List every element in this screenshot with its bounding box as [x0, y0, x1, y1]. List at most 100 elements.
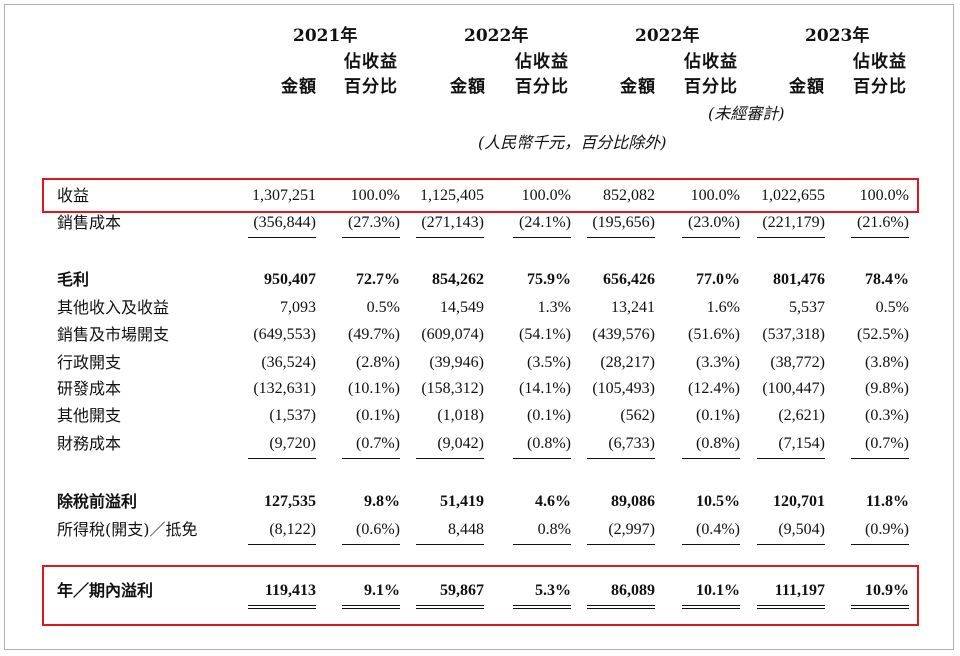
table-cell: 9.8% — [364, 493, 400, 510]
table-cell: 1.3% — [537, 299, 571, 316]
row-label: 年／期內溢利 — [57, 581, 154, 600]
row-label: 銷售成本 — [57, 213, 122, 232]
total-double-rule — [682, 605, 740, 609]
table-cell: (36,524) — [261, 354, 316, 371]
subtotal-rule — [587, 544, 655, 545]
table-cell: 7,093 — [280, 299, 316, 316]
table-cell: (28,217) — [600, 354, 655, 371]
table-cell: (9,504) — [778, 521, 825, 538]
period-year: 2022年 — [635, 26, 700, 46]
table-cell: (7,154) — [778, 435, 825, 452]
table-cell: (38,772) — [770, 354, 825, 371]
table-cell: (100,447) — [762, 380, 825, 397]
row-label: 其他開支 — [57, 406, 122, 425]
pct-header-line2: 百分比 — [344, 77, 398, 97]
row-label: 銷售及市場開支 — [57, 325, 170, 344]
row-label: 其他收入及收益 — [57, 298, 170, 317]
table-cell: (0.1%) — [696, 407, 740, 424]
table-cell: 9.1% — [364, 582, 400, 599]
table-cell: (0.7%) — [865, 435, 909, 452]
period-year: 2022年 — [464, 26, 529, 46]
total-double-rule — [851, 605, 909, 609]
table-cell: 950,407 — [264, 271, 316, 288]
row-label: 研發成本 — [57, 379, 122, 398]
row-label: 除稅前溢利 — [57, 492, 138, 511]
table-cell: 13,241 — [611, 299, 655, 316]
table-cell: (0.1%) — [527, 407, 571, 424]
row-label: 財務成本 — [57, 434, 122, 453]
subtotal-rule — [757, 237, 825, 238]
subtotal-rule — [682, 544, 740, 545]
table-cell: (10.1%) — [348, 380, 400, 397]
table-cell: (105,493) — [592, 380, 655, 397]
amount-header: 金額 — [281, 77, 317, 97]
subtotal-rule — [587, 458, 655, 459]
highlight-profit-row — [42, 565, 919, 626]
table-cell: 14,549 — [440, 299, 484, 316]
subtotal-rule — [513, 544, 571, 545]
table-cell: (39,946) — [429, 354, 484, 371]
table-cell: 72.7% — [356, 271, 400, 288]
table-cell: 656,426 — [603, 271, 655, 288]
subtotal-rule — [851, 544, 909, 545]
row-label: 毛利 — [57, 270, 90, 289]
subtotal-rule — [342, 544, 400, 545]
total-double-rule — [513, 605, 571, 609]
table-cell: (0.1%) — [356, 407, 400, 424]
table-cell: (2.8%) — [356, 354, 400, 371]
table-cell: 100.0% — [859, 187, 909, 204]
table-cell: (3.8%) — [865, 354, 909, 371]
subtotal-rule — [342, 458, 400, 459]
total-double-rule — [342, 605, 400, 609]
table-cell: (439,576) — [592, 326, 655, 343]
table-cell: 11.8% — [865, 493, 909, 510]
total-double-rule — [587, 605, 655, 609]
table-cell: 0.5% — [366, 299, 400, 316]
subtotal-rule — [513, 458, 571, 459]
table-cell: (21.6%) — [857, 214, 909, 231]
pct-header-line2: 百分比 — [515, 77, 569, 97]
unit-note: (人民幣千元，百分比除外) — [478, 133, 667, 152]
subtotal-rule — [342, 237, 400, 238]
subtotal-rule — [851, 458, 909, 459]
amount-header: 金額 — [620, 77, 656, 97]
subtotal-rule — [248, 544, 316, 545]
table-cell: (562) — [620, 407, 655, 424]
row-label: 收益 — [57, 186, 90, 205]
table-cell: (52.5%) — [857, 326, 909, 343]
subtotal-rule — [757, 458, 825, 459]
table-cell: (23.0%) — [688, 214, 740, 231]
table-cell: (1,537) — [269, 407, 316, 424]
table-cell: 127,535 — [264, 493, 316, 510]
table-cell: 86,089 — [611, 582, 655, 599]
table-cell: (14.1%) — [519, 380, 571, 397]
period-year: 2023年 — [805, 26, 870, 46]
table-cell: (0.9%) — [865, 521, 909, 538]
table-cell: (0.4%) — [696, 521, 740, 538]
table-cell: (54.1%) — [519, 326, 571, 343]
table-cell: 4.6% — [535, 493, 571, 510]
table-cell: (24.1%) — [519, 214, 571, 231]
table-cell: 100.0% — [350, 187, 400, 204]
subtotal-rule — [682, 458, 740, 459]
total-double-rule — [416, 605, 484, 609]
table-cell: (649,553) — [253, 326, 316, 343]
table-cell: 1.6% — [706, 299, 740, 316]
table-cell: 0.5% — [875, 299, 909, 316]
subtotal-rule — [416, 237, 484, 238]
table-cell: (132,631) — [253, 380, 316, 397]
table-cell: (221,179) — [762, 214, 825, 231]
pct-header-line1: 佔收益 — [684, 52, 738, 72]
subtotal-rule — [416, 458, 484, 459]
table-cell: 5,537 — [789, 299, 825, 316]
table-cell: 100.0% — [521, 187, 571, 204]
table-cell: (271,143) — [421, 214, 484, 231]
table-cell: (9,720) — [269, 435, 316, 452]
table-cell: (2,621) — [778, 407, 825, 424]
subtotal-rule — [513, 237, 571, 238]
table-cell: 854,262 — [432, 271, 484, 288]
row-label: 行政開支 — [57, 353, 122, 372]
table-cell: 5.3% — [535, 582, 571, 599]
pct-header-line2: 百分比 — [853, 77, 907, 97]
table-cell: (0.3%) — [865, 407, 909, 424]
